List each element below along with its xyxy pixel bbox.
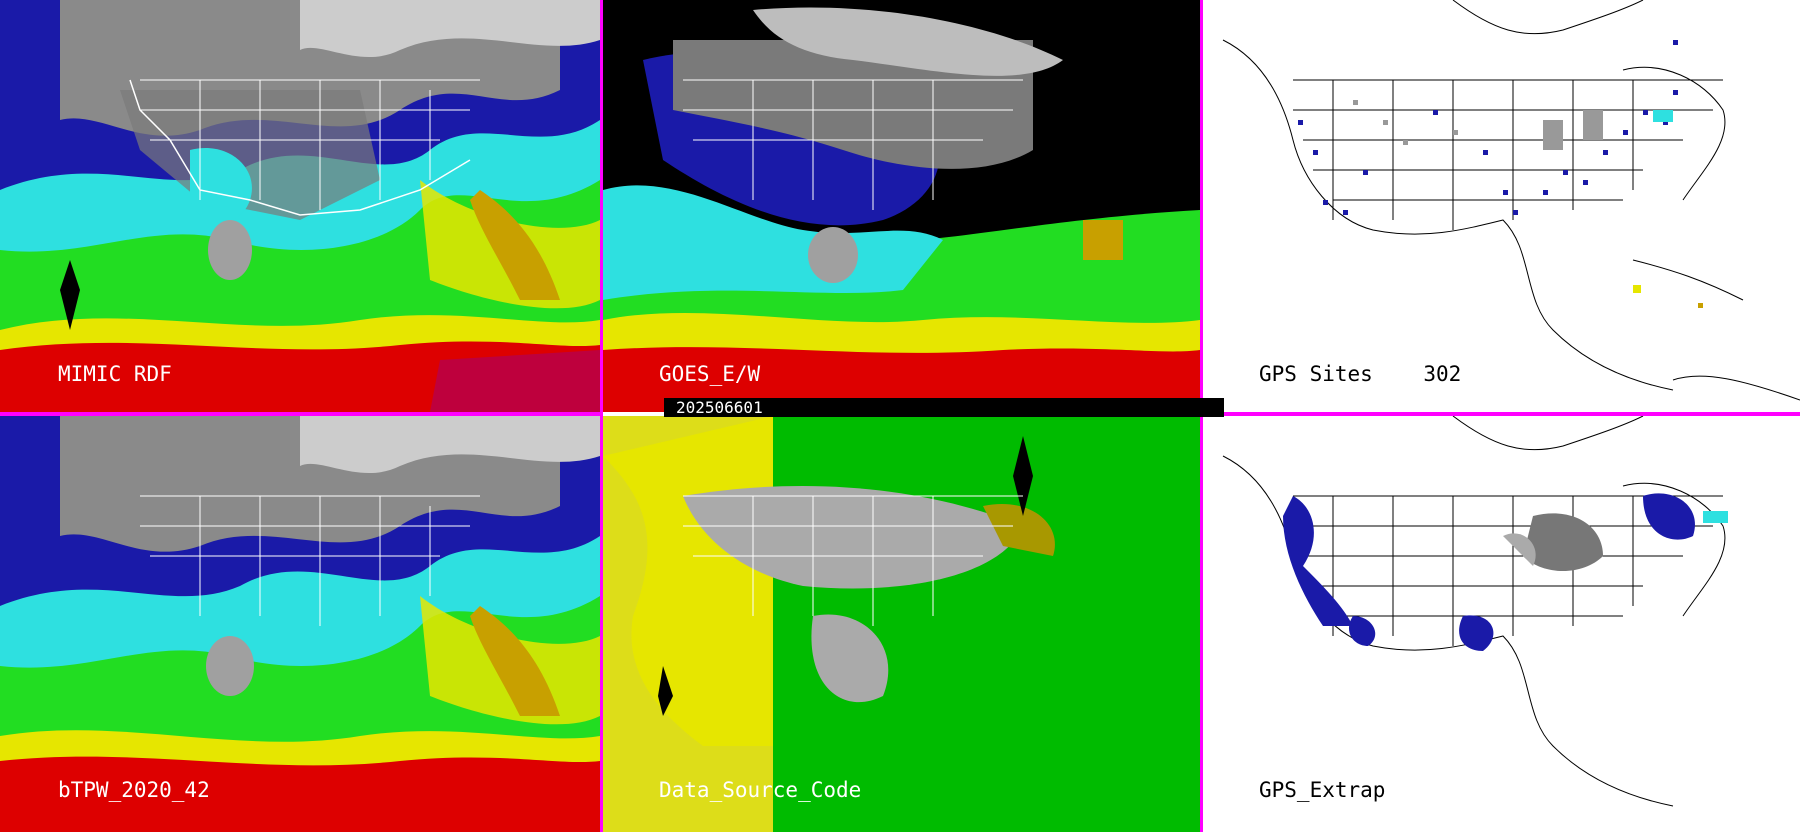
mimic-rdf-panel: MIMIC RDF [0,0,600,412]
gps-extrap-label: GPS_Extrap [1259,778,1386,802]
gps-site-markers [1298,40,1678,215]
mimic-rdf-label: MIMIC RDF [58,362,172,386]
btpw-label: bTPW_2020_42 [58,778,210,802]
satellite-map-image [603,416,1200,832]
gps-sites-title: GPS Sites [1259,362,1373,386]
goes-label: GOES_E/W [659,362,761,386]
gps-site-map-image [1203,416,1800,832]
satellite-map-image [603,0,1200,412]
goes-panel: GOES_E/W [603,0,1200,412]
gps-site-map-image [1203,0,1800,412]
gps-extrap-panel: GPS_Extrap [1203,416,1800,832]
gps-sites-count: 302 [1423,362,1462,386]
horizontal-divider-left [0,412,600,416]
weather-map-image [0,0,600,412]
data-source-label: Data_Source_Code [659,778,862,802]
timestamp-bar: 202506601 [664,398,1224,417]
gps-sites-label: GPS Sites 302 [1259,362,1461,386]
gps-sites-panel: GPS Sites 302 [1203,0,1800,412]
vertical-divider-left [600,0,603,832]
btpw-panel: bTPW_2020_42 [0,416,600,832]
horizontal-divider-right [1203,412,1800,416]
weather-map-image [0,416,600,832]
data-source-panel: Data_Source_Code [603,416,1200,832]
